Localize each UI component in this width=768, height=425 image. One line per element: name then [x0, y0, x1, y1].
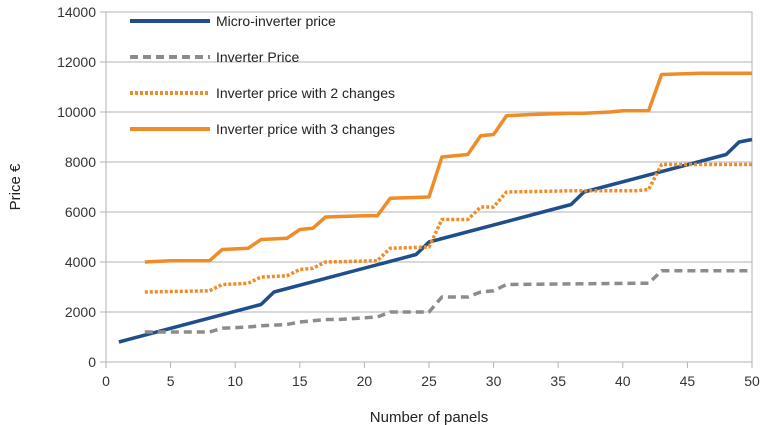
x-tick-label: 25 [421, 373, 437, 389]
series-lines [118, 71, 753, 344]
series-line-4 [144, 71, 752, 264]
x-tick-label: 15 [292, 373, 308, 389]
x-tick-label: 5 [167, 373, 175, 389]
series-line-1 [118, 137, 753, 344]
y-tick-label: 6000 [65, 204, 96, 220]
legend-label: Inverter Price [216, 49, 299, 65]
y-tick-label: 8000 [65, 154, 96, 170]
x-tick-label: 35 [550, 373, 566, 389]
legend: Micro-inverter price Inverter Price Invert… [130, 13, 395, 137]
y-tick-label: 2000 [65, 304, 96, 320]
x-tick-label: 20 [357, 373, 373, 389]
y-tick-label: 0 [88, 354, 96, 370]
y-axis-title: Price € [7, 163, 24, 210]
gridlines [100, 11, 753, 368]
legend-label: Micro-inverter price [216, 13, 336, 29]
x-axis-title: Number of panels [370, 409, 488, 425]
y-tick-label: 14000 [57, 4, 96, 20]
x-tick-label: 30 [486, 373, 502, 389]
x-tick-label: 10 [227, 373, 243, 389]
y-tick-label: 12000 [57, 54, 96, 70]
y-tick-label: 4000 [65, 254, 96, 270]
legend-label: Inverter price with 3 changes [216, 121, 395, 137]
series-line-2 [144, 269, 752, 334]
tick-labels: 0 2000 4000 6000 8000 10000 12000 14000 0 5 10 15 20… [57, 4, 760, 389]
series-line-3 [144, 162, 752, 294]
legend-label: Inverter price with 2 changes [216, 85, 395, 101]
x-tick-label: 0 [102, 373, 110, 389]
x-tick-label: 40 [615, 373, 631, 389]
x-tick-label: 45 [680, 373, 696, 389]
x-tick-label: 50 [744, 373, 760, 389]
y-tick-label: 10000 [57, 104, 96, 120]
